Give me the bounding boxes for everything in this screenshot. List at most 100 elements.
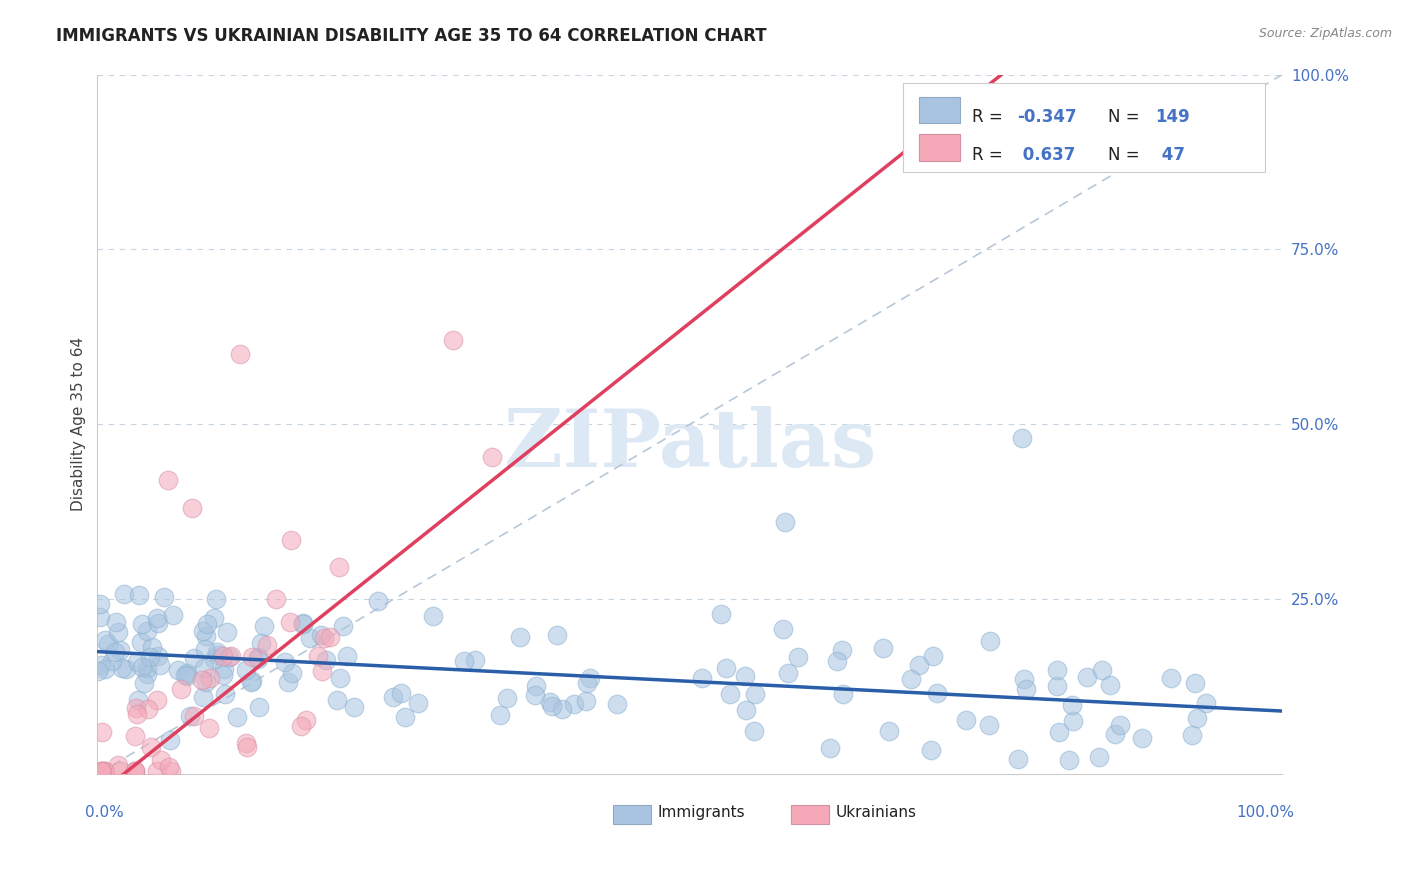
Point [90,764,112,778]
Point [524,679,547,693]
Point [546,628,568,642]
Point [240,674,263,689]
Point [389,686,412,700]
Point [253,619,276,633]
Point [422,608,444,623]
Point [1184,676,1206,690]
Point [207,648,229,662]
Text: N =: N = [1108,108,1144,126]
Point [336,648,359,663]
Point [291,616,314,631]
Text: 47: 47 [1156,146,1185,164]
Point [1185,711,1208,725]
Point [181,501,204,516]
Point [290,719,312,733]
Point [194,629,217,643]
Point [195,675,218,690]
Text: R =: R = [972,108,1008,126]
Point [94,764,117,778]
Point [124,764,146,778]
Point [786,649,808,664]
Point [101,654,124,668]
Point [149,658,172,673]
Point [127,693,149,707]
Point [1099,678,1122,692]
Point [148,616,170,631]
FancyBboxPatch shape [613,805,651,824]
Point [900,673,922,687]
Point [105,615,128,630]
Point [89,597,111,611]
Point [562,697,585,711]
Text: Ukrainians: Ukrainians [835,805,917,820]
Point [90,657,112,672]
Point [343,700,366,714]
Point [408,696,430,710]
Point [191,673,214,687]
Point [157,473,180,487]
Point [1011,431,1033,445]
Point [551,702,574,716]
Point [107,758,129,772]
Point [1160,671,1182,685]
Point [1109,717,1132,731]
Text: N =: N = [1108,146,1144,164]
Point [149,753,172,767]
Point [315,653,337,667]
Point [104,645,127,659]
Point [124,764,146,778]
Point [198,671,221,685]
Point [307,649,329,664]
Point [256,638,278,652]
Point [250,636,273,650]
Point [718,687,741,701]
Text: 100.0%: 100.0% [1236,805,1295,820]
Point [108,764,131,778]
Point [872,640,894,655]
Point [214,687,236,701]
Point [908,658,931,673]
Point [332,619,354,633]
Point [977,718,1000,732]
Point [920,743,942,757]
Point [146,648,169,663]
Point [1076,669,1098,683]
Point [183,709,205,723]
Point [235,736,257,750]
Point [524,688,547,702]
Point [489,707,512,722]
Point [240,650,263,665]
Point [193,661,215,675]
Point [205,591,228,606]
Text: 0.637: 0.637 [1017,146,1076,164]
Point [218,649,240,664]
Point [107,624,129,639]
Point [146,764,169,778]
Point [125,701,148,715]
Point [136,660,159,674]
Point [1047,725,1070,739]
Point [226,710,249,724]
Point [579,672,602,686]
Point [183,651,205,665]
Point [212,668,235,682]
Point [235,663,257,677]
Point [1091,663,1114,677]
Point [294,713,316,727]
Point [714,661,737,675]
Point [367,594,389,608]
Point [831,687,853,701]
Point [326,693,349,707]
Point [93,764,115,778]
Text: -0.347: -0.347 [1017,108,1077,126]
Point [115,661,138,675]
Point [194,642,217,657]
Point [228,347,250,361]
Point [734,669,756,683]
Point [173,668,195,682]
Point [205,645,228,659]
Point [124,729,146,743]
Point [1015,682,1038,697]
Point [1104,727,1126,741]
FancyBboxPatch shape [918,134,960,161]
